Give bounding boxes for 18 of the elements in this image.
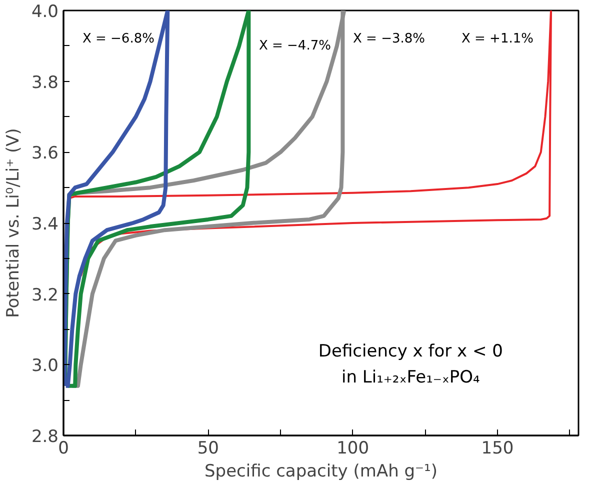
y-tick-label: 2.8: [31, 427, 59, 447]
annotation: X = +1.1%: [462, 31, 534, 46]
text: 4.0: [31, 2, 59, 22]
y-tick-label: 3.6: [31, 144, 59, 164]
y-tick-label: 3.8: [31, 72, 59, 93]
x-tick-label: 0: [58, 438, 69, 458]
x-tick-label: 50: [197, 438, 219, 458]
x-tick-label: 150: [481, 438, 514, 458]
annotation: X = −4.7%: [258, 38, 331, 54]
y-tick-label: 3.2: [31, 285, 59, 306]
annotation: X = −3.8%: [353, 31, 425, 46]
y-tick-label: 3.4: [31, 214, 59, 234]
text: 3.0: [31, 356, 59, 376]
annotation: Deficiency x for x < 0 in Li₁₊₂ₓFe₁₋ₓPO₄: [318, 342, 503, 388]
annotation: X = −6.8%: [82, 31, 154, 46]
y-axis-title: Potential vs. Li⁰/Li⁺ (V): [3, 128, 24, 318]
x-axis-title: Specific capacity (mAh g⁻¹): [204, 462, 438, 482]
x-tick-label: 100: [336, 438, 370, 458]
